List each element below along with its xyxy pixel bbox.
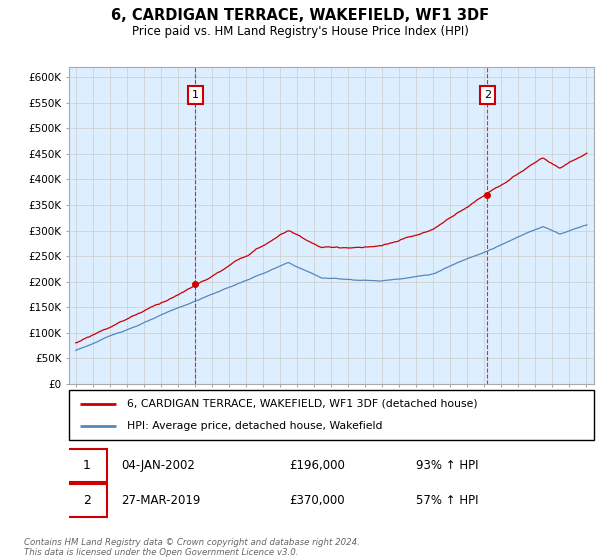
FancyBboxPatch shape [69, 390, 594, 440]
Text: 2: 2 [83, 494, 91, 507]
FancyBboxPatch shape [67, 449, 107, 482]
Text: £370,000: £370,000 [290, 494, 345, 507]
Text: 2: 2 [484, 90, 491, 100]
Text: 6, CARDIGAN TERRACE, WAKEFIELD, WF1 3DF (detached house): 6, CARDIGAN TERRACE, WAKEFIELD, WF1 3DF … [127, 399, 478, 409]
Text: 57% ↑ HPI: 57% ↑ HPI [415, 494, 478, 507]
Text: Price paid vs. HM Land Registry's House Price Index (HPI): Price paid vs. HM Land Registry's House … [131, 25, 469, 38]
FancyBboxPatch shape [67, 484, 107, 517]
Text: Contains HM Land Registry data © Crown copyright and database right 2024.
This d: Contains HM Land Registry data © Crown c… [24, 538, 360, 557]
Text: 6, CARDIGAN TERRACE, WAKEFIELD, WF1 3DF: 6, CARDIGAN TERRACE, WAKEFIELD, WF1 3DF [111, 8, 489, 24]
Text: £196,000: £196,000 [290, 459, 346, 472]
Text: 1: 1 [83, 459, 91, 472]
Text: HPI: Average price, detached house, Wakefield: HPI: Average price, detached house, Wake… [127, 421, 382, 431]
Text: 1: 1 [192, 90, 199, 100]
Text: 04-JAN-2002: 04-JAN-2002 [121, 459, 196, 472]
Text: 27-MAR-2019: 27-MAR-2019 [121, 494, 201, 507]
Text: 93% ↑ HPI: 93% ↑ HPI [415, 459, 478, 472]
